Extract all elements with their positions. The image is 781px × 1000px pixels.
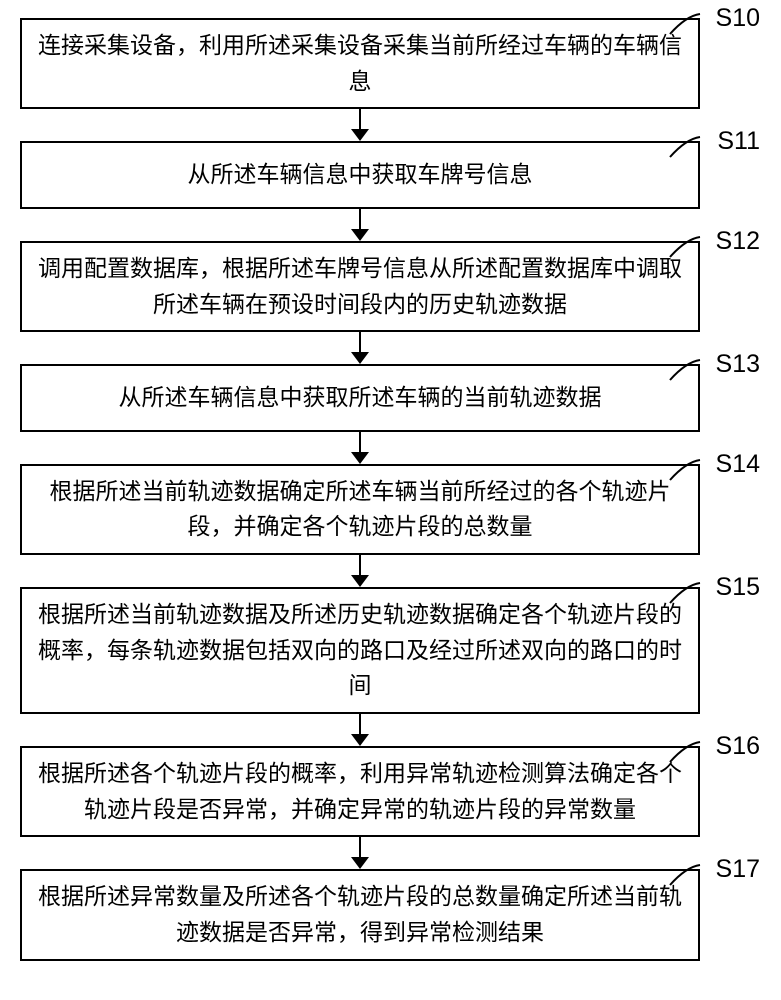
arrow-shaft [359,332,361,354]
flow-step-label: S14 [716,450,760,479]
arrow-shaft [359,109,361,131]
flow-step-label: S10 [716,4,760,33]
arrow-shaft [359,432,361,454]
flow-step-label: S15 [716,573,760,602]
flow-arrow [20,555,700,587]
arrow-head-icon [351,229,369,241]
flow-arrow [20,109,700,141]
flow-step-label: S11 [717,127,760,156]
arrow-shaft [359,837,361,859]
flow-arrow [20,714,700,746]
flow-step-label: S16 [716,732,760,761]
arrow-shaft [359,714,361,736]
flow-step: 根据所述异常数量及所述各个轨迹片段的总数量确定所述当前轨迹数据是否异常，得到异常… [20,869,700,960]
flow-step-box: 根据所述各个轨迹片段的概率，利用异常轨迹检测算法确定各个轨迹片段是否异常，并确定… [20,746,700,837]
flow-arrow [20,432,700,464]
flow-arrow [20,209,700,241]
flow-step: 根据所述当前轨迹数据确定所述车辆当前所经过的各个轨迹片段，并确定各个轨迹片段的总… [20,464,700,555]
arrow-head-icon [351,452,369,464]
flow-step: 调用配置数据库，根据所述车牌号信息从所述配置数据库中调取所述车辆在预设时间段内的… [20,241,700,332]
flow-step: 根据所述当前轨迹数据及所述历史轨迹数据确定各个轨迹片段的概率，每条轨迹数据包括双… [20,587,700,714]
flowchart-container: 连接采集设备，利用所述采集设备采集当前所经过车辆的车辆信息S10 从所述车辆信息中… [20,18,700,961]
flow-step: 从所述车辆信息中获取车牌号信息S11 [20,141,700,209]
flow-step-label: S13 [716,350,760,379]
flow-step-box: 根据所述异常数量及所述各个轨迹片段的总数量确定所述当前轨迹数据是否异常，得到异常… [20,869,700,960]
flow-step: 连接采集设备，利用所述采集设备采集当前所经过车辆的车辆信息S10 [20,18,700,109]
flow-step: 根据所述各个轨迹片段的概率，利用异常轨迹检测算法确定各个轨迹片段是否异常，并确定… [20,746,700,837]
flow-step-box: 从所述车辆信息中获取车牌号信息 [20,141,700,209]
arrow-head-icon [351,857,369,869]
flow-step-box: 调用配置数据库，根据所述车牌号信息从所述配置数据库中调取所述车辆在预设时间段内的… [20,241,700,332]
flow-step-box: 根据所述当前轨迹数据及所述历史轨迹数据确定各个轨迹片段的概率，每条轨迹数据包括双… [20,587,700,714]
arrow-head-icon [351,352,369,364]
flow-step-label: S17 [716,855,760,884]
flow-step-box: 从所述车辆信息中获取所述车辆的当前轨迹数据 [20,364,700,432]
arrow-head-icon [351,734,369,746]
arrow-head-icon [351,129,369,141]
flow-arrow [20,332,700,364]
flow-arrow [20,837,700,869]
arrow-head-icon [351,575,369,587]
arrow-shaft [359,555,361,577]
flow-step: 从所述车辆信息中获取所述车辆的当前轨迹数据S13 [20,364,700,432]
arrow-shaft [359,209,361,231]
flow-step-label: S12 [716,227,760,256]
flow-step-box: 连接采集设备，利用所述采集设备采集当前所经过车辆的车辆信息 [20,18,700,109]
flow-step-box: 根据所述当前轨迹数据确定所述车辆当前所经过的各个轨迹片段，并确定各个轨迹片段的总… [20,464,700,555]
